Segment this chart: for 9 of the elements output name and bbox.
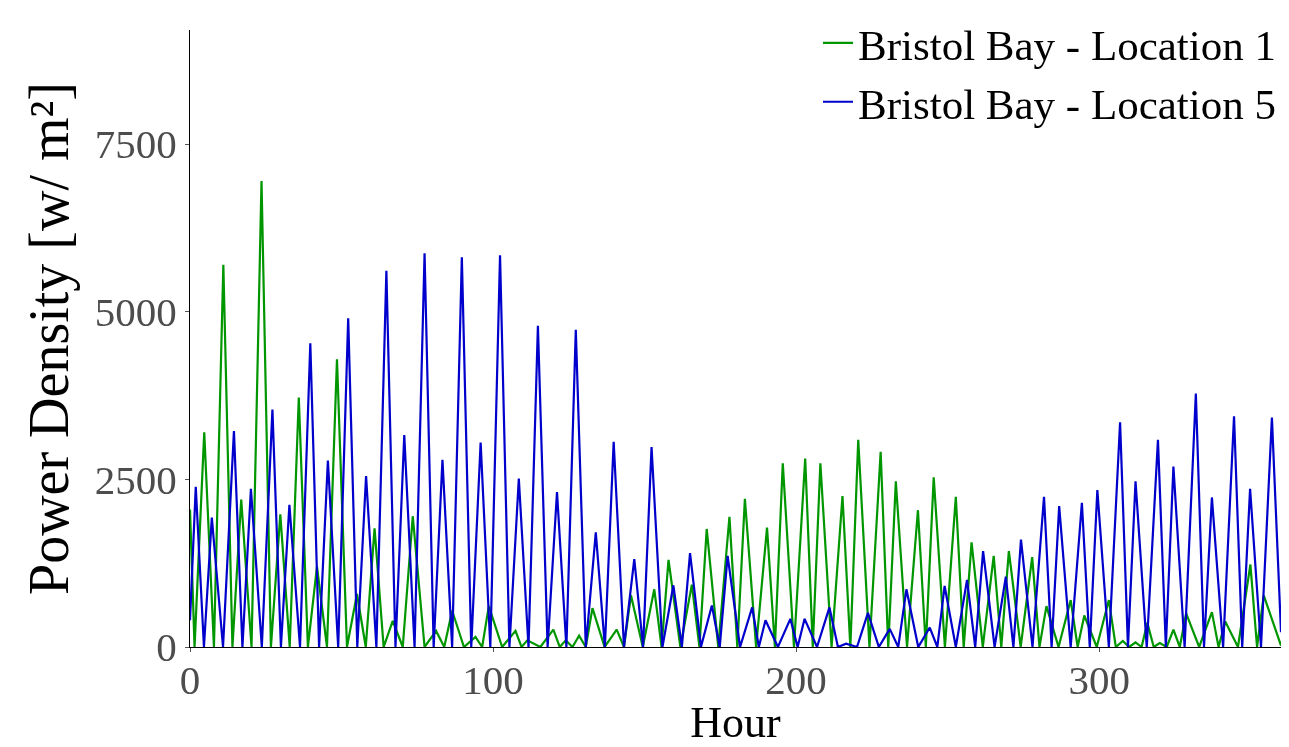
y-tick-label: 2500 <box>94 456 177 503</box>
legend-label: Bristol Bay - Location 5 <box>858 80 1276 128</box>
x-tick-label: 100 <box>462 657 524 704</box>
legend-label: Bristol Bay - Location 1 <box>858 21 1276 69</box>
x-tick-label: 300 <box>1068 657 1130 704</box>
y-tick-label: 0 <box>156 624 177 671</box>
y-tick-label: 7500 <box>94 121 177 168</box>
y-tick-label: 5000 <box>94 289 177 336</box>
y-axis-title: Power Density [w/ m²] <box>17 82 80 595</box>
